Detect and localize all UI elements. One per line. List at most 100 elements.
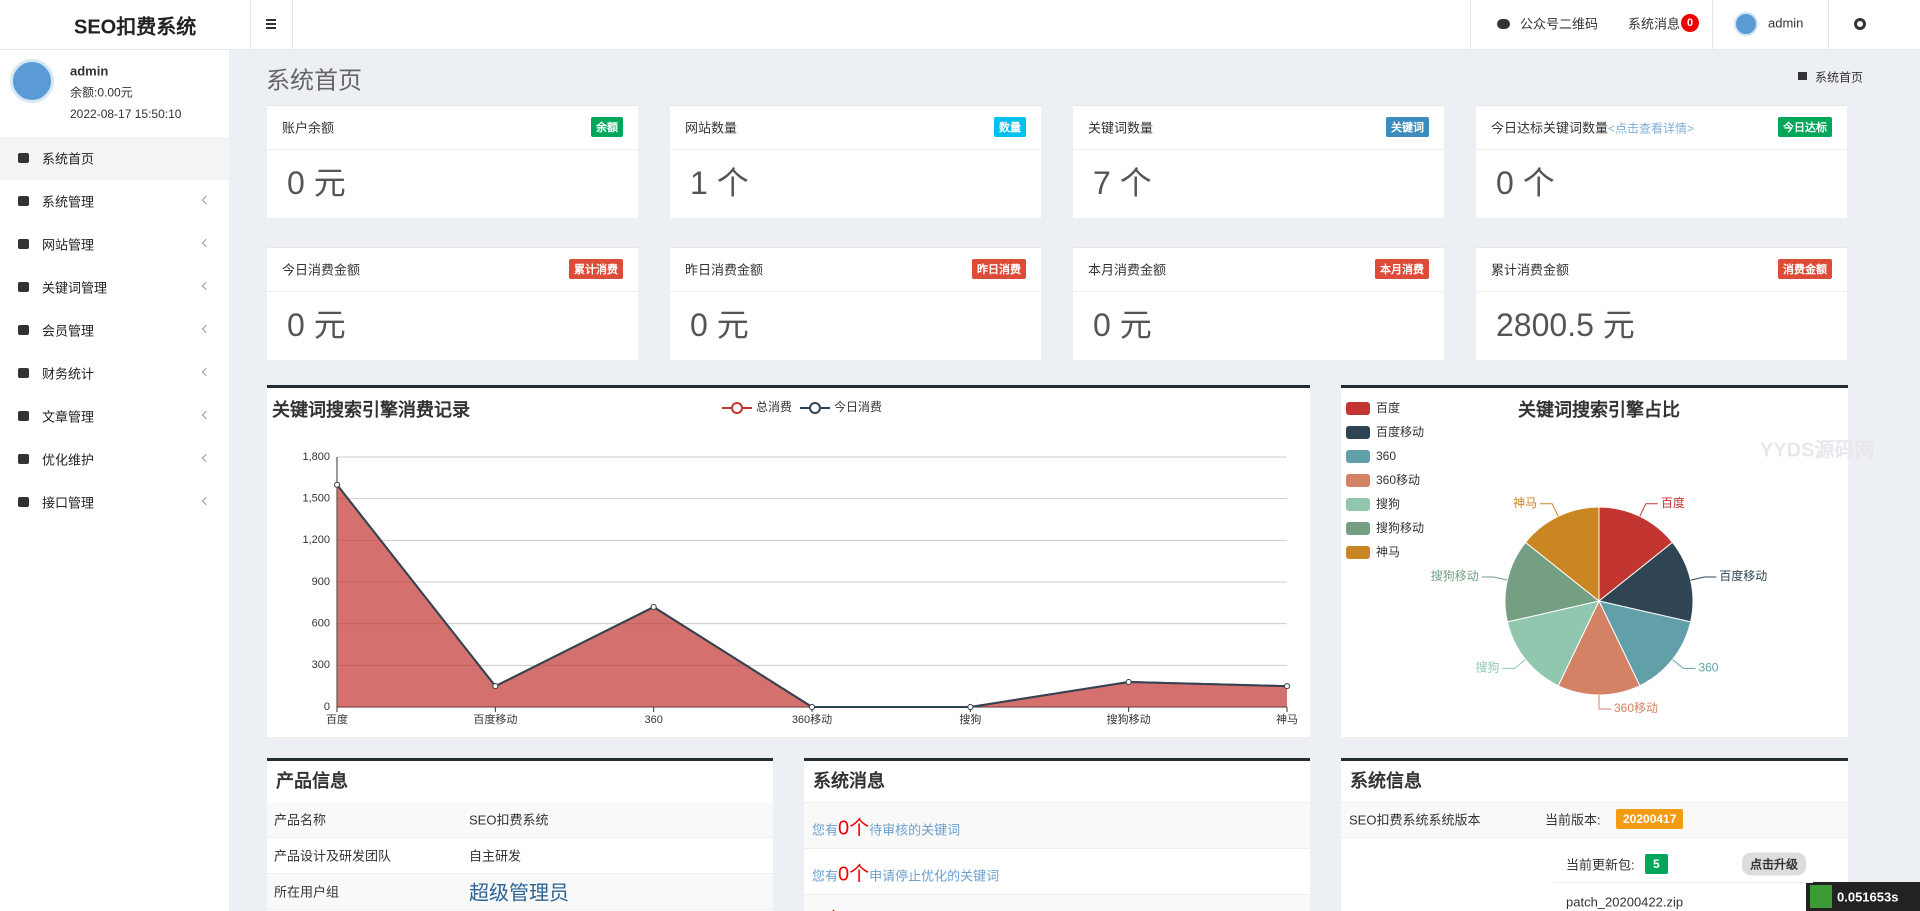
chart-title: 关键词搜索引擎消费记录	[272, 399, 470, 420]
message[interactable]: 0个	[812, 904, 843, 911]
menu-icon	[18, 497, 29, 507]
menu-item[interactable]: 网站管理	[42, 237, 95, 253]
panel-title: 产品信息	[276, 771, 348, 791]
avatar	[1734, 12, 1758, 36]
sidebar-time: 2022-08-17 15:50:10	[70, 107, 182, 121]
message-row	[804, 849, 1310, 895]
timer-icon	[1810, 885, 1832, 908]
table-label: 产品名称	[274, 812, 327, 828]
nav-qrcode[interactable]: 公众号二维码	[1520, 16, 1599, 32]
menu-icon	[18, 368, 29, 378]
legend-swatch	[1346, 522, 1370, 535]
panel-divider	[1341, 802, 1848, 803]
card-title: 网站数量	[685, 120, 738, 136]
panel-title: 系统消息	[813, 771, 885, 791]
separator	[1712, 0, 1713, 49]
message-row	[804, 895, 1310, 911]
sidebar-user: admin	[70, 63, 109, 79]
message-prefix: 您有	[812, 822, 839, 838]
pie-slice	[1557, 599, 1641, 696]
settings-icon[interactable]	[1854, 18, 1866, 30]
point	[1284, 683, 1290, 690]
menu-item[interactable]: 文章管理	[42, 409, 95, 425]
pie-slice	[1598, 600, 1692, 687]
menu-item[interactable]: 关键词管理	[42, 280, 108, 296]
table-row	[1341, 803, 1848, 838]
sidebar	[0, 50, 229, 911]
legend-label: 搜狗	[1376, 496, 1400, 511]
point	[492, 683, 499, 690]
user-avatar	[10, 59, 54, 103]
card-link[interactable]: <点击查看详情>	[1608, 121, 1695, 136]
panel-title: 系统信息	[1350, 771, 1422, 791]
pie-label: 搜狗	[1476, 660, 1500, 675]
card-value: 0 元	[287, 307, 346, 343]
card-divider	[267, 149, 638, 150]
legend-label: 百度移动	[1376, 424, 1424, 439]
menu-item[interactable]: 财务统计	[42, 366, 95, 382]
pie-label: 360	[1698, 661, 1718, 675]
card-value: 2800.5 元	[1496, 307, 1635, 343]
menu-item[interactable]: 接口管理	[42, 495, 95, 511]
legend-label: 360	[1376, 449, 1396, 463]
table-value: SEO扣费系统	[469, 812, 549, 828]
page-title: 系统首页	[266, 67, 362, 95]
message-row	[804, 803, 1310, 849]
separator	[1470, 0, 1471, 49]
card-title: 今日消费金额	[282, 262, 361, 278]
card-badge: 关键词	[1386, 117, 1429, 137]
message-suffix: 待审核的关键词	[869, 822, 961, 838]
message[interactable]: 您有0个申请停止优化的关键词	[812, 858, 999, 887]
menu-item[interactable]: 优化维护	[42, 452, 95, 468]
table-label: 产品设计及研发团队	[274, 848, 392, 864]
y-tick-label: 0	[324, 701, 330, 713]
table-row	[267, 874, 773, 910]
x-tick-label: 搜狗	[959, 712, 981, 726]
chart-title: 关键词搜索引擎占比	[1518, 399, 1680, 420]
table-value[interactable]: 超级管理员	[469, 882, 569, 905]
menu-item[interactable]: 系统首页	[42, 151, 95, 167]
x-tick-label: 360	[644, 714, 662, 726]
y-tick-label: 1,800	[302, 451, 330, 463]
pie-slice	[1524, 506, 1600, 603]
menu-item[interactable]: 系统管理	[42, 194, 95, 210]
message[interactable]: 您有0个待审核的关键词	[812, 812, 960, 841]
menu-icon	[18, 282, 29, 292]
timer-box: 0.051653s	[1806, 882, 1920, 911]
breadcrumb[interactable]: 系统首页	[1815, 70, 1864, 85]
pie-slice	[1506, 600, 1600, 687]
menu-icon	[18, 325, 29, 335]
logo[interactable]: SEO扣费系统	[74, 16, 197, 39]
card-divider	[1073, 149, 1444, 150]
card-divider	[267, 291, 638, 292]
pie-label: 百度移动	[1719, 568, 1767, 583]
card-badge: 数量	[994, 117, 1026, 137]
card-title: 累计消费金额	[1491, 262, 1570, 278]
pie-leader	[1690, 576, 1717, 581]
x-tick-label: 百度	[326, 712, 348, 726]
upgrade-button[interactable]: 点击升级	[1742, 852, 1807, 876]
point	[967, 704, 974, 710]
card-title: 今日达标关键词数量<点击查看详情>	[1491, 120, 1695, 136]
card-badge: 消费金额	[1778, 259, 1832, 279]
x-tick-label: 搜狗移动	[1107, 712, 1151, 726]
info-label: 当前版本:	[1545, 812, 1601, 828]
table-row	[267, 802, 773, 838]
panel-divider	[804, 802, 1310, 803]
nav-user[interactable]: admin	[1768, 15, 1804, 31]
card	[1073, 105, 1444, 218]
card-value: 0 元	[287, 165, 346, 201]
nav-messages[interactable]: 系统消息	[1628, 16, 1681, 32]
pie-leader	[1639, 503, 1658, 517]
menu-item[interactable]: 会员管理	[42, 323, 95, 339]
menu-active-bg	[0, 137, 229, 180]
card-value: 0 个	[1496, 165, 1555, 201]
menu-toggle[interactable]	[250, 0, 293, 49]
legend-label: 神马	[1376, 545, 1400, 559]
pie-slice	[1597, 541, 1694, 623]
pie-leader	[1540, 503, 1559, 517]
table-label: 所在用户组	[274, 884, 340, 900]
message-badge: 0	[1681, 14, 1699, 32]
